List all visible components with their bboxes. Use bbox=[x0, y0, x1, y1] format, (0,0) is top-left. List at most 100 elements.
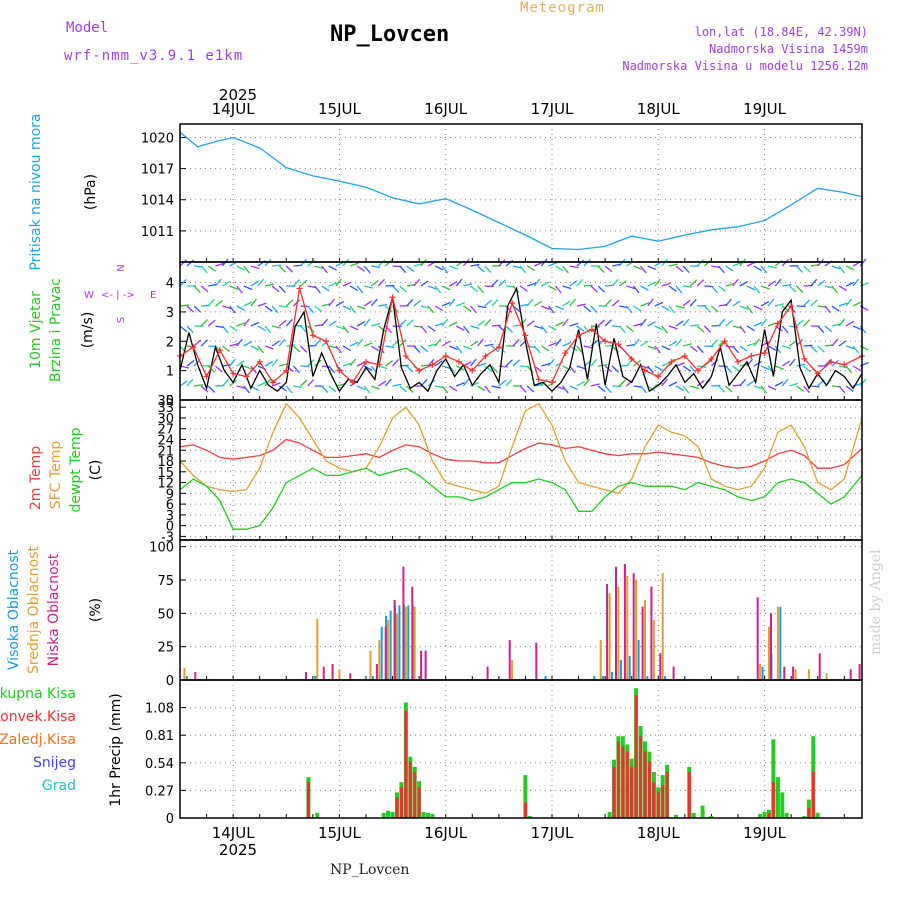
wind-arrow bbox=[597, 285, 606, 293]
wind-arrow bbox=[696, 325, 705, 333]
wind-arrow bbox=[484, 343, 494, 347]
wind-arrow bbox=[640, 365, 650, 369]
wind-arrow bbox=[703, 325, 712, 333]
wind-arrow bbox=[618, 325, 626, 334]
wind-arrow bbox=[243, 318, 250, 327]
temp-unit: (C) bbox=[88, 460, 104, 481]
day-tick-label-top: 19JUL bbox=[743, 100, 786, 118]
wind-arrow bbox=[250, 345, 260, 351]
cloud_mid-bar bbox=[644, 600, 646, 680]
wind-arrow bbox=[371, 385, 380, 390]
wind-arrow bbox=[299, 325, 308, 333]
wind-arrow bbox=[838, 385, 846, 394]
wind-arrow bbox=[328, 385, 337, 393]
cloud_mid-bar bbox=[626, 576, 629, 680]
wind-arrow bbox=[838, 265, 846, 274]
wind-arrow bbox=[250, 321, 260, 327]
wind-arrow bbox=[321, 385, 329, 394]
wind-axis-title-1: 10m Vjetar bbox=[28, 291, 44, 369]
wind-arrow bbox=[619, 305, 629, 309]
wind-arrow bbox=[264, 283, 274, 287]
cloud_high-bar bbox=[637, 640, 640, 680]
wind-arrow bbox=[725, 319, 734, 327]
wind-arrow bbox=[774, 345, 782, 354]
cloud_high-bar bbox=[544, 676, 547, 680]
wind-arrow bbox=[675, 320, 684, 327]
wind-arrow bbox=[803, 319, 811, 327]
wind-arrow bbox=[455, 345, 463, 354]
wind-arrow bbox=[533, 278, 541, 287]
wind-arrow bbox=[250, 265, 260, 270]
wind-arrow bbox=[569, 265, 579, 269]
wind-arrow bbox=[541, 305, 550, 311]
cloud_mid-bar bbox=[396, 613, 398, 680]
gust-marker bbox=[376, 361, 383, 368]
gust-marker bbox=[841, 361, 848, 368]
wind-arrow bbox=[548, 285, 557, 291]
rain_conv-bar bbox=[417, 787, 421, 818]
wind-arrow bbox=[682, 385, 690, 394]
wind-arrow bbox=[314, 338, 322, 347]
wind-arrow bbox=[363, 365, 373, 371]
wind-arrow bbox=[271, 358, 279, 367]
y-tick-label: 2 bbox=[166, 335, 174, 350]
wind-arrow bbox=[385, 259, 393, 267]
wind-arrow bbox=[569, 280, 578, 287]
gust-marker bbox=[761, 350, 768, 357]
cloud_mid-bar bbox=[776, 606, 779, 680]
gust-marker bbox=[416, 367, 423, 374]
wind-arrow bbox=[576, 325, 585, 332]
wind-arrow bbox=[512, 265, 522, 269]
wind-arrow bbox=[179, 380, 188, 387]
wind-arrow bbox=[562, 318, 569, 327]
wind-arrow bbox=[583, 345, 593, 349]
cloud_mid-bar bbox=[378, 640, 381, 680]
wind-arrow bbox=[852, 278, 860, 287]
wind-arrow bbox=[838, 365, 848, 369]
wind-arrow bbox=[739, 281, 748, 287]
wind-arrow bbox=[449, 345, 458, 351]
wind-arrow bbox=[668, 381, 678, 387]
wind-arrow bbox=[555, 361, 564, 367]
wind-arrow bbox=[193, 339, 202, 347]
rain_total-bar bbox=[386, 810, 391, 818]
wind-arrow bbox=[675, 265, 684, 273]
wind-arrow bbox=[555, 305, 565, 311]
wind-arrow bbox=[753, 265, 763, 272]
wind-arrow bbox=[215, 300, 224, 307]
y-tick-label: 0 bbox=[166, 674, 174, 689]
rain_total-bar bbox=[430, 813, 435, 818]
footer-station: NP_Lovcen bbox=[330, 862, 410, 878]
wind-arrow bbox=[576, 259, 585, 267]
cloud_low-bar bbox=[623, 564, 626, 680]
wind-arrow bbox=[526, 298, 534, 307]
wind-arrow bbox=[222, 345, 231, 353]
wind-arrow bbox=[675, 305, 685, 309]
wind-arrow bbox=[321, 303, 331, 307]
gust-marker bbox=[549, 379, 555, 386]
wind-arrow bbox=[746, 325, 755, 332]
wind-arrow bbox=[427, 343, 437, 347]
wind-arrow bbox=[668, 263, 678, 267]
wind-arrow bbox=[363, 385, 371, 394]
wind-arrow bbox=[378, 303, 388, 307]
wind-arrow bbox=[222, 325, 229, 334]
wind-arrow bbox=[356, 285, 364, 294]
day-tick-label-top: 16JUL bbox=[424, 100, 467, 118]
cloud_low-bar bbox=[375, 664, 378, 680]
wind-arrow bbox=[477, 320, 486, 327]
wind-arrow bbox=[229, 285, 239, 290]
wind-arrow bbox=[356, 321, 366, 327]
wind-arrow bbox=[590, 339, 599, 347]
wind-arrow bbox=[774, 278, 782, 287]
wind-arrow bbox=[782, 284, 792, 287]
wind-axis-title-2: Brzina i Pravac bbox=[48, 278, 64, 382]
wind-arrow bbox=[335, 278, 342, 287]
wind-arrow bbox=[612, 263, 622, 267]
wind-arrow bbox=[470, 285, 479, 293]
wind-arrow bbox=[229, 325, 238, 332]
wind-arrow bbox=[257, 381, 267, 387]
rain_conv-bar bbox=[399, 787, 403, 818]
wind-arrow bbox=[831, 338, 839, 347]
rain_conv-bar bbox=[404, 710, 408, 818]
